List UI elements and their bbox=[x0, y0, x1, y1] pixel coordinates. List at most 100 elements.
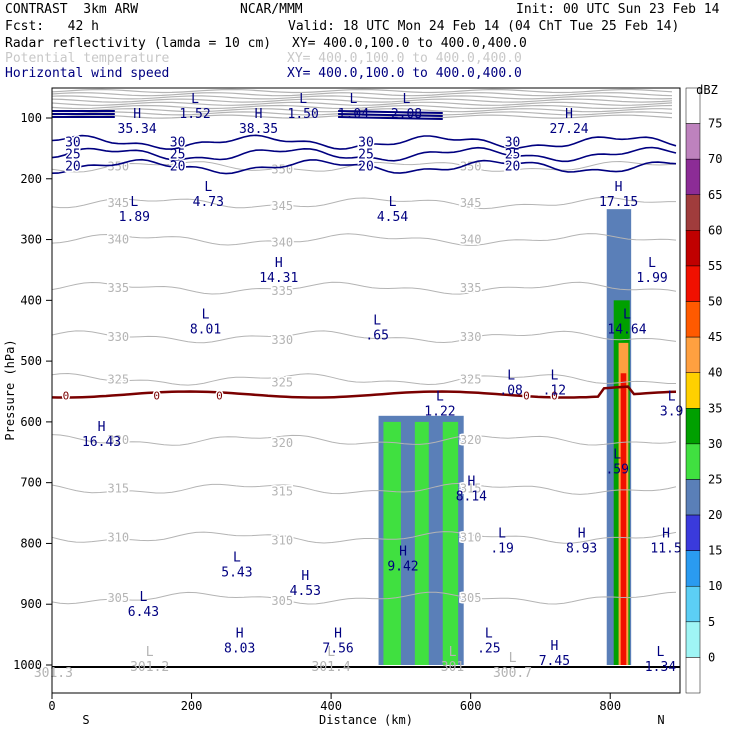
theta-contour-label: 315 bbox=[107, 482, 129, 496]
colorbar-label: 60 bbox=[708, 223, 722, 237]
wind-contour-label: 30 bbox=[358, 135, 374, 150]
extremum-value: 1.50 bbox=[288, 107, 319, 122]
colorbar-swatch bbox=[685, 301, 701, 338]
theta-contour-line bbox=[51, 233, 677, 246]
x-tick-label: 600 bbox=[460, 699, 482, 713]
extremum-value: 7.56 bbox=[322, 642, 353, 657]
reflectivity-cell bbox=[414, 421, 429, 665]
theta-contour-label: 340 bbox=[107, 233, 129, 247]
theta-contour-label: 345 bbox=[271, 199, 293, 213]
y-tick-label: 100 bbox=[20, 111, 42, 125]
colorbar-swatch bbox=[685, 336, 701, 373]
wind-contour-line bbox=[51, 134, 677, 150]
y-tick-label: 900 bbox=[20, 597, 42, 611]
theta-contour-label: 325 bbox=[271, 375, 293, 389]
extremum-value: 17.15 bbox=[599, 195, 638, 210]
extremum-value: 8.93 bbox=[566, 541, 597, 556]
extremum-letter: H bbox=[255, 107, 263, 122]
wind-contour-label: 30 bbox=[65, 135, 81, 150]
wind-jet-core bbox=[52, 110, 443, 114]
extremum-value: 301.2 bbox=[130, 660, 169, 675]
theta-contour-upper bbox=[51, 92, 673, 97]
theta-contour-label: 305 bbox=[107, 591, 129, 605]
x-tick-label: 0 bbox=[48, 699, 55, 713]
theta-contour-upper bbox=[51, 98, 673, 103]
x-tick-label: 200 bbox=[181, 699, 203, 713]
colorbar-label: 20 bbox=[708, 508, 722, 522]
colorbar-swatch bbox=[685, 514, 701, 551]
colorbar-swatch bbox=[685, 621, 701, 658]
institution: NCAR/MMM bbox=[240, 2, 303, 17]
colorbar-label: 40 bbox=[708, 366, 722, 380]
y-tick-label: 300 bbox=[20, 233, 42, 247]
theta-contour-upper bbox=[51, 101, 673, 106]
freezing-level-label: 0 bbox=[523, 390, 530, 403]
extremum-letter: L bbox=[202, 308, 210, 323]
extremum-value: 4.54 bbox=[377, 210, 408, 225]
extremum-value: 3.9 bbox=[660, 405, 683, 420]
extremum-value: 7.45 bbox=[539, 654, 570, 669]
theta-contour-upper bbox=[51, 104, 673, 110]
extremum-value: 16.43 bbox=[82, 435, 121, 450]
extremum-value: 8.03 bbox=[224, 642, 255, 657]
x-tick-label: 400 bbox=[320, 699, 342, 713]
extremum-letter: L bbox=[350, 92, 358, 107]
theta-contour-line bbox=[51, 372, 676, 386]
extremum-letter: L bbox=[191, 92, 199, 107]
theta-contour-line bbox=[51, 196, 676, 210]
colorbar-swatch bbox=[685, 550, 701, 587]
extremum-letter: L bbox=[299, 92, 307, 107]
extremum-letter: H bbox=[662, 526, 670, 541]
extremum-letter: L bbox=[550, 368, 558, 383]
plot-background bbox=[52, 88, 680, 693]
theta-contour-label: 320 bbox=[107, 433, 129, 447]
freezing-level-label: 0 bbox=[216, 390, 223, 403]
extremum-letter: L bbox=[233, 551, 241, 566]
extremum-value: .59 bbox=[605, 462, 628, 477]
extremum-letter: L bbox=[498, 526, 506, 541]
theta-contour-label: 305 bbox=[460, 591, 482, 605]
wind-contour-line bbox=[51, 146, 677, 163]
extremum-letter: H bbox=[615, 180, 623, 195]
colorbar-label: 15 bbox=[708, 544, 722, 558]
theta-contour-label: 305 bbox=[271, 594, 293, 608]
theta-contour-line bbox=[51, 531, 677, 544]
extremum-letter: L bbox=[130, 195, 138, 210]
extremum-value: 1.34 bbox=[645, 660, 676, 675]
extremum-value: 4.73 bbox=[193, 195, 224, 210]
extremum-letter: L bbox=[327, 645, 335, 660]
extremum-value: .25 bbox=[477, 642, 500, 657]
extremum-letter: L bbox=[509, 651, 517, 666]
wind-contour-label: 25 bbox=[358, 147, 374, 162]
wind-contour-label: 25 bbox=[65, 147, 81, 162]
colorbar-swatch bbox=[685, 372, 701, 409]
x-axis-label: Distance (km) bbox=[319, 713, 413, 727]
forecast-hour: Fcst: 42 h bbox=[5, 19, 99, 34]
field-xy-reflectivity: XY= 400.0,100.0 to 400.0,400.0 bbox=[292, 36, 527, 51]
theta-contour-label: 310 bbox=[107, 530, 129, 544]
theta-contour-label: 345 bbox=[460, 196, 482, 210]
theta-contour-label: 315 bbox=[271, 485, 293, 499]
extremum-letter: H bbox=[98, 420, 106, 435]
extremum-letter: L bbox=[449, 645, 457, 660]
extremum-letter: H bbox=[334, 627, 342, 642]
field-xy-wind: XY= 400.0,100.0 to 400.0,400.0 bbox=[287, 66, 522, 81]
colorbar-swatch bbox=[685, 230, 701, 267]
theta-contour-label: 340 bbox=[460, 233, 482, 247]
extremum-letter: H bbox=[275, 256, 283, 271]
extremum-value: 8.01 bbox=[190, 323, 221, 338]
extremum-value: 8.14 bbox=[456, 490, 487, 505]
theta-contour-line bbox=[51, 330, 677, 344]
theta-contour-label: 335 bbox=[107, 281, 129, 295]
extremum-letter: L bbox=[403, 92, 411, 107]
theta-contour-label: 310 bbox=[460, 530, 482, 544]
extremum-value: 11.5 bbox=[650, 541, 681, 556]
colorbar-label: 35 bbox=[708, 401, 722, 415]
extremum-value: 1.52 bbox=[179, 107, 210, 122]
extremum-value: 6.43 bbox=[128, 605, 159, 620]
theta-contour-line bbox=[51, 434, 677, 446]
theta-contour-label: 340 bbox=[271, 236, 293, 250]
freezing-level-label: 0 bbox=[153, 390, 160, 403]
field-xy-theta: XY= 400.0,100.0 to 400.0,400.0 bbox=[287, 51, 522, 66]
